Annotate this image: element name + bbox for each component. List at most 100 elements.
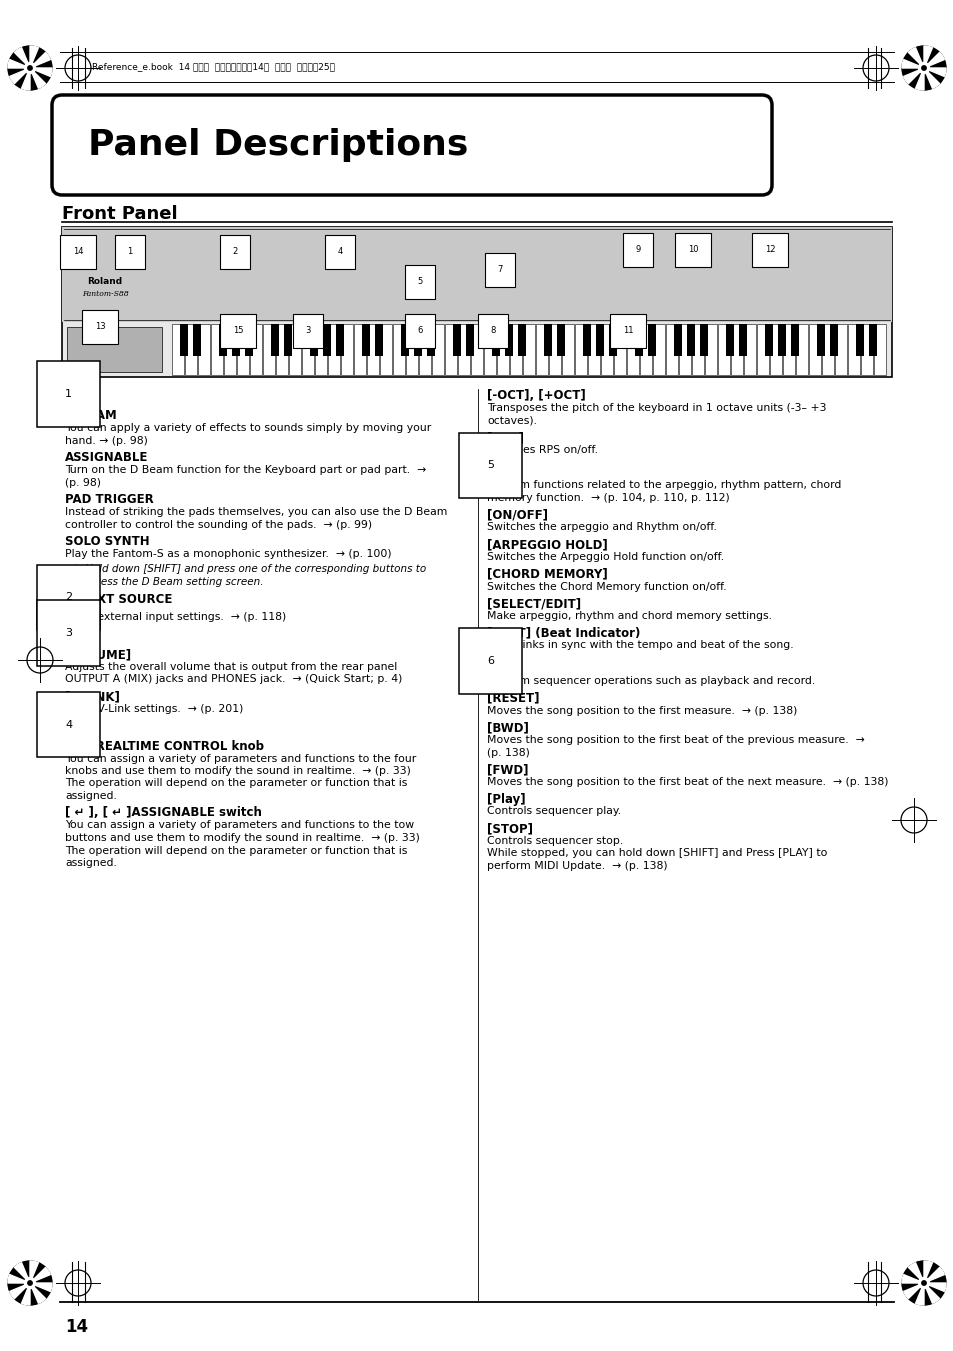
Polygon shape xyxy=(30,68,52,77)
Text: 2: 2 xyxy=(65,593,72,603)
Bar xyxy=(561,324,574,376)
Bar xyxy=(510,324,521,376)
Bar xyxy=(497,324,509,376)
Bar xyxy=(483,324,496,376)
Bar xyxy=(414,324,421,357)
Text: 1: 1 xyxy=(65,389,71,399)
Bar xyxy=(596,324,603,357)
Bar xyxy=(639,324,651,376)
Text: [RESET]: [RESET] xyxy=(486,692,539,704)
Text: Moves the song position to the first measure.  → (p. 138): Moves the song position to the first mea… xyxy=(486,705,797,716)
Text: 8: 8 xyxy=(490,326,496,335)
Text: 3: 3 xyxy=(65,628,71,638)
Bar xyxy=(504,324,513,357)
Text: [ON/OFF]: [ON/OFF] xyxy=(486,508,547,521)
Polygon shape xyxy=(923,68,945,77)
Bar xyxy=(608,324,617,357)
Text: Switches the arpeggio and Rhythm on/off.: Switches the arpeggio and Rhythm on/off. xyxy=(486,523,716,532)
Text: 1: 1 xyxy=(128,247,132,255)
Bar xyxy=(465,324,474,357)
Circle shape xyxy=(901,1260,945,1305)
Polygon shape xyxy=(923,1267,943,1283)
Bar xyxy=(517,324,525,357)
Text: 14: 14 xyxy=(72,247,83,255)
Text: [SELECT/EDIT]: [SELECT/EDIT] xyxy=(486,597,580,611)
Bar xyxy=(328,324,339,376)
Bar xyxy=(406,324,417,376)
Bar xyxy=(691,324,703,376)
Bar xyxy=(444,324,456,376)
Text: 5: 5 xyxy=(416,277,422,286)
Bar xyxy=(471,324,482,376)
Polygon shape xyxy=(901,1274,923,1283)
Bar xyxy=(600,324,613,376)
Bar xyxy=(790,324,799,357)
Bar xyxy=(284,324,292,357)
Bar xyxy=(821,324,833,376)
Bar xyxy=(379,324,392,376)
Text: 3: 3 xyxy=(305,326,311,335)
Bar xyxy=(557,324,564,357)
Bar xyxy=(739,324,746,357)
Bar xyxy=(782,324,794,376)
Text: [-OCT], [+OCT]: [-OCT], [+OCT] xyxy=(486,389,585,403)
Text: You can assign a variety of parameters and functions to the tow: You can assign a variety of parameters a… xyxy=(65,820,414,831)
Bar xyxy=(764,324,772,357)
Text: [ARPEGGIO HOLD]: [ARPEGGIO HOLD] xyxy=(486,538,607,551)
Polygon shape xyxy=(30,1267,51,1283)
Polygon shape xyxy=(8,59,30,68)
Bar xyxy=(367,324,378,376)
Bar xyxy=(522,324,535,376)
Text: hand. → (p. 98): hand. → (p. 98) xyxy=(65,435,148,446)
Circle shape xyxy=(28,66,32,70)
Bar xyxy=(323,324,331,357)
Bar xyxy=(302,324,314,376)
Bar xyxy=(548,324,560,376)
Text: [ ® ]REALTIME CONTROL knob: [ ® ]REALTIME CONTROL knob xyxy=(65,739,264,753)
Bar xyxy=(375,324,382,357)
Bar xyxy=(536,324,547,376)
Bar xyxy=(647,324,656,357)
Polygon shape xyxy=(923,68,939,88)
Bar xyxy=(250,324,262,376)
Text: [CHORD MEMORY]: [CHORD MEMORY] xyxy=(486,567,607,581)
Text: [FWD]: [FWD] xyxy=(486,763,528,775)
Text: SOLO SYNTH: SOLO SYNTH xyxy=(65,535,150,549)
Bar xyxy=(271,324,278,357)
Text: Transposes the pitch of the keyboard in 1 octave units (-3– +3: Transposes the pitch of the keyboard in … xyxy=(486,403,825,413)
Bar xyxy=(263,324,274,376)
Bar xyxy=(310,324,317,357)
Bar xyxy=(868,324,876,357)
Polygon shape xyxy=(902,68,923,84)
Bar xyxy=(289,324,301,376)
Bar xyxy=(679,324,690,376)
Bar xyxy=(725,324,733,357)
Text: Adjusts the overall volume that is output from the rear panel: Adjusts the overall volume that is outpu… xyxy=(65,662,396,671)
Text: access the D Beam setting screen.: access the D Beam setting screen. xyxy=(70,577,263,586)
Polygon shape xyxy=(923,46,931,68)
Text: The operation will depend on the parameter or function that is: The operation will depend on the paramet… xyxy=(65,778,407,789)
Circle shape xyxy=(918,1278,928,1289)
Text: perform MIDI Update.  → (p. 138): perform MIDI Update. → (p. 138) xyxy=(486,861,667,871)
Text: assigned.: assigned. xyxy=(65,790,117,801)
Circle shape xyxy=(25,1278,35,1289)
Bar xyxy=(543,324,552,357)
Polygon shape xyxy=(30,1283,46,1304)
Text: Moves the song position to the first beat of the next measure.  → (p. 138): Moves the song position to the first bea… xyxy=(486,777,887,788)
Bar xyxy=(172,324,184,376)
Text: 2: 2 xyxy=(233,247,237,255)
Text: [ ↵ ], [ ↵ ]ASSIGNABLE switch: [ ↵ ], [ ↵ ]ASSIGNABLE switch xyxy=(65,807,262,820)
Polygon shape xyxy=(30,1260,38,1283)
Bar xyxy=(704,324,717,376)
Polygon shape xyxy=(907,1263,923,1283)
Polygon shape xyxy=(923,1283,945,1292)
Bar xyxy=(575,324,586,376)
Text: 14: 14 xyxy=(65,1319,88,1336)
Text: Controls sequencer play.: Controls sequencer play. xyxy=(486,807,620,816)
Text: Turn on the D Beam function for the Keyboard part or pad part.  →: Turn on the D Beam function for the Keyb… xyxy=(65,465,426,476)
Bar xyxy=(232,324,240,357)
Text: Make external input settings.  → (p. 118): Make external input settings. → (p. 118) xyxy=(65,612,286,623)
Text: Moves the song position to the first beat of the previous measure.  →: Moves the song position to the first bea… xyxy=(486,735,863,744)
Circle shape xyxy=(25,62,35,73)
Bar xyxy=(198,324,210,376)
